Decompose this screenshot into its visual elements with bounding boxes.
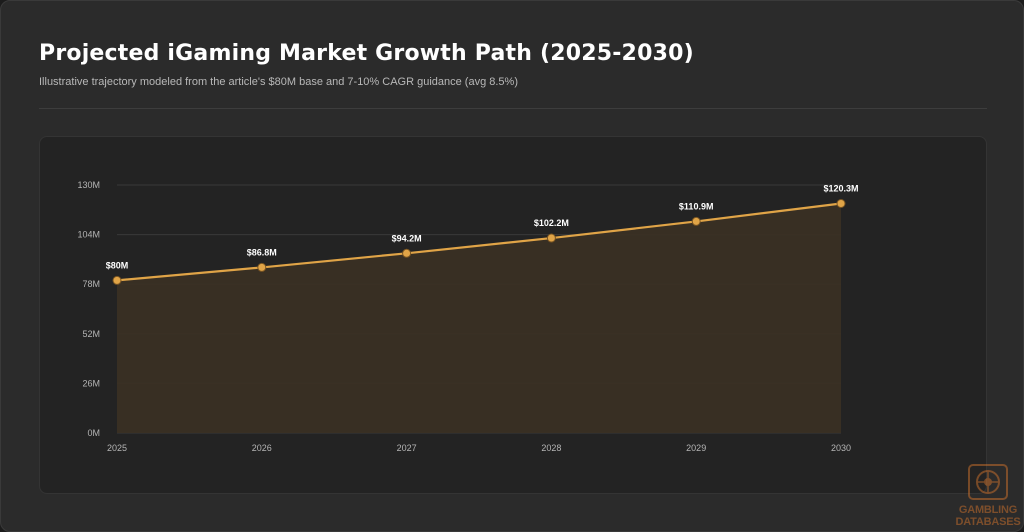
x-tick-label: 2027 [397,443,417,453]
page-title: Projected iGaming Market Growth Path (20… [39,41,694,66]
line-chart: $80M $86.8M $94.2M $102.2M $110.9M $120.3M 0M… [77,180,859,453]
watermark-line-1: GAMBLING [958,504,1018,516]
data-label: $120.3M [823,184,858,194]
watermark-logo: GAMBLING DATABASES [953,463,1021,531]
roulette-wheel-icon [968,464,1008,500]
x-tick-label: 2028 [541,443,561,453]
data-label: $102.2M [534,218,569,228]
area-fill [117,203,841,433]
chart-panel: $80M $86.8M $94.2M $102.2M $110.9M $120.3M 0M… [39,136,987,494]
data-point [112,275,122,285]
y-tick-label: 78M [82,279,100,289]
y-tick-label: 26M [82,378,100,388]
watermark-line-2: DATABASES [955,516,1021,528]
y-tick-label: 0M [87,428,100,438]
page-subtitle: Illustrative trajectory modeled from the… [39,76,518,88]
data-label: $94.2M [392,233,422,243]
data-points [112,199,846,285]
y-axis-ticks: 0M 26M 52M 78M 104M 130M [77,180,100,438]
y-tick-label: 52M [82,329,100,339]
x-tick-label: 2029 [686,443,706,453]
x-tick-label: 2026 [252,443,272,453]
data-point [836,199,846,209]
series-line-group [116,202,842,282]
data-labels: $80M $86.8M $94.2M $102.2M $110.9M $120.3M [106,184,859,271]
x-axis-ticks: 2025 2026 2027 2028 2029 2030 [107,443,851,453]
data-point [546,233,556,243]
data-point [257,262,267,272]
area-fill-shape [117,203,841,433]
y-tick-label: 104M [77,230,100,240]
data-point [691,216,701,226]
series-line [116,202,842,282]
y-tick-label: 130M [77,180,100,190]
data-point [402,248,412,258]
x-tick-label: 2025 [107,443,127,453]
data-label: $80M [106,260,129,270]
header-divider [39,108,987,109]
data-label: $110.9M [679,201,714,211]
data-label: $86.8M [247,247,277,257]
x-tick-label: 2030 [831,443,851,453]
